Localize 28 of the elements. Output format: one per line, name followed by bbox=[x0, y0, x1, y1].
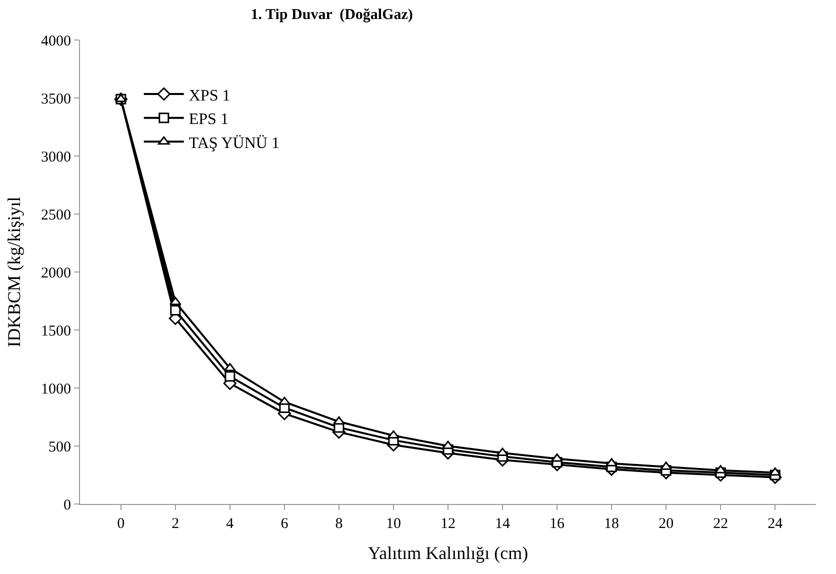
chart-title: 1. Tip Duvar (DoğalGaz) bbox=[250, 7, 413, 24]
legend-label: TAŞ YÜNÜ 1 bbox=[188, 134, 280, 152]
x-tick-label: 6 bbox=[280, 516, 289, 532]
y-tick-label: 1000 bbox=[41, 381, 71, 398]
x-tick-label: 12 bbox=[440, 516, 456, 532]
y-tick-label: 1500 bbox=[41, 323, 71, 340]
x-tick-label: 8 bbox=[335, 516, 343, 532]
legend-label: EPS 1 bbox=[188, 111, 228, 128]
x-tick-label: 24 bbox=[768, 516, 784, 532]
x-tick-label: 10 bbox=[386, 516, 401, 532]
x-tick-label: 18 bbox=[604, 516, 620, 532]
x-tick-label: 22 bbox=[713, 516, 728, 532]
y-tick-label: 500 bbox=[48, 439, 71, 456]
x-tick-label: 0 bbox=[117, 516, 125, 532]
y-tick-label: 4000 bbox=[41, 33, 71, 50]
y-tick-label: 3000 bbox=[41, 149, 71, 166]
y-tick-label: 2000 bbox=[41, 265, 71, 282]
y-tick-label: 3500 bbox=[41, 91, 71, 108]
x-tick-label: 4 bbox=[226, 516, 234, 532]
x-tick-label: 20 bbox=[658, 516, 674, 532]
y-tick-label: 2500 bbox=[41, 207, 71, 224]
x-tick-label: 14 bbox=[495, 516, 511, 532]
y-tick-label: 0 bbox=[64, 497, 71, 514]
x-tick-label: 16 bbox=[550, 516, 566, 532]
y-axis-title: IDKBCM (kg/kişiyıl bbox=[4, 196, 24, 348]
x-axis-title: Yalıtım Kalınlığı (cm) bbox=[368, 543, 528, 564]
x-tick-label: 2 bbox=[172, 516, 180, 532]
legend-label: XPS 1 bbox=[188, 87, 230, 104]
